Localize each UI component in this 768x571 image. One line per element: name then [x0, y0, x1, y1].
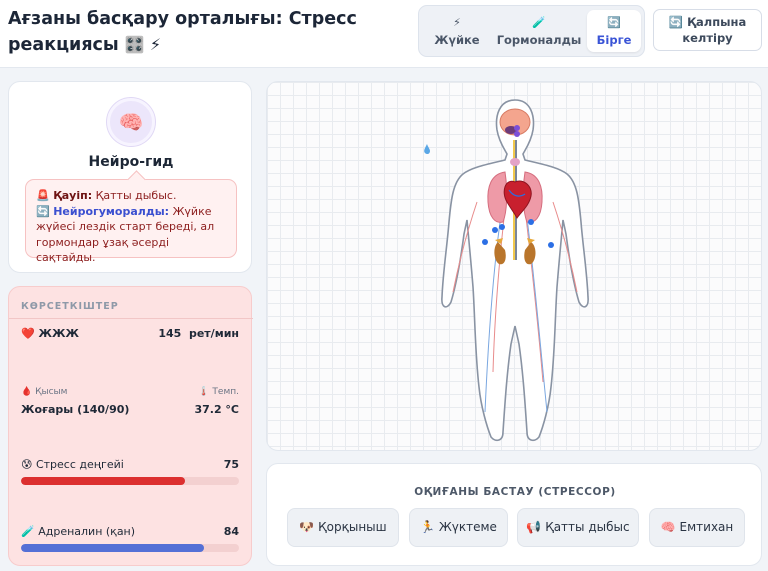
- nerve-signal-dot: [528, 219, 534, 225]
- cycle-icon: 🔄: [36, 204, 50, 218]
- thermometer-icon: 🌡️: [198, 387, 210, 397]
- dog-icon: 🐶: [299, 520, 315, 534]
- exercise-button[interactable]: 🏃 Жүктеме: [409, 508, 508, 547]
- top-bar: Ағзаны басқару орталығы: Стресс реакцияс…: [0, 0, 768, 68]
- neuro-guide-card: 🧠 Нейро-гид 🚨 Қауіп: Қатты дыбыс. 🔄 Нейр…: [8, 81, 252, 273]
- pressure-label: 🩸 Қысым: [21, 387, 68, 397]
- mode-nervous-button[interactable]: ⚡ Жүйке: [423, 10, 491, 52]
- adrenaline-fill: [21, 544, 205, 552]
- test-tube-icon: 🧪: [532, 16, 546, 29]
- brain-icon: 🧠: [660, 520, 676, 534]
- temperature-label: 🌡️ Темп.: [198, 387, 239, 397]
- siren-icon: 🚨: [36, 189, 50, 202]
- reset-label-line1: Қалпына: [687, 15, 747, 29]
- mode-label: Бірге: [596, 33, 632, 47]
- title-line-2: реакциясы: [8, 35, 119, 55]
- stress-level-fill: [21, 477, 185, 485]
- reset-label-line2: келтіру: [682, 31, 733, 45]
- title-line-1: Ағзаны басқару орталығы: Стресс: [8, 9, 357, 29]
- pituitary-organ: [514, 125, 520, 131]
- nerve-signal-dot: [548, 242, 554, 248]
- threat-text: Қатты дыбыс.: [95, 189, 177, 202]
- indicators-card: КӨРСЕТКІШТЕР ❤️ ЖЖЖ 145 рет/мин 🩸 Қысым …: [8, 286, 253, 566]
- nerve-signal-dot: [499, 224, 505, 230]
- right-kidney: [524, 242, 536, 265]
- nerve-signal-dot: [492, 227, 498, 233]
- temperature-value: 37.2 °C: [194, 403, 239, 416]
- divider: [9, 318, 253, 319]
- right-adrenal-gland: [527, 238, 535, 244]
- title-emoji-icon: 🎛️ ⚡: [124, 35, 162, 54]
- fear-button[interactable]: 🐶 Қорқыныш: [287, 508, 399, 547]
- stressor-heading: ОҚИҒАНЫ БАСТАУ (СТРЕССОР): [414, 486, 616, 498]
- cycle-icon: 🔄: [607, 16, 621, 29]
- neurohumoral-label: Нейрогуморалды:: [53, 204, 170, 218]
- stress-level-bar: [21, 477, 239, 485]
- megaphone-icon: 📢: [526, 520, 542, 534]
- exam-button[interactable]: 🧠 Емтихан: [649, 508, 745, 547]
- stress-level-value: 75: [223, 458, 239, 471]
- arm-artery-line: [452, 201, 478, 293]
- adrenaline-value: 84: [223, 525, 239, 538]
- adrenaline-bar: [21, 544, 239, 552]
- stress-level-label: 😰 Стресс деңгейі: [21, 458, 124, 471]
- blood-drop-icon: 🩸: [21, 387, 33, 397]
- guide-message-bubble: 🚨 Қауіп: Қатты дыбыс. 🔄 Нейрогуморалды: …: [25, 179, 237, 264]
- left-adrenal-gland: [495, 238, 503, 244]
- runner-icon: 🏃: [420, 520, 436, 534]
- hormone-signal-dot: [514, 131, 520, 137]
- nerve-signal-dot: [482, 239, 488, 245]
- coronary-vessel: [508, 189, 526, 197]
- test-tube-icon: 🧪: [21, 525, 35, 538]
- indicators-heading: КӨРСЕТКІШТЕР: [21, 301, 119, 312]
- body-diagram: [424, 99, 589, 442]
- body-diagram-panel: [266, 81, 762, 451]
- mode-label: Жүйке: [434, 33, 480, 47]
- adrenaline-label: 🧪 Адреналин (қан): [21, 525, 136, 538]
- heart-icon: ❤️: [21, 327, 35, 340]
- heart-organ: [503, 180, 532, 219]
- guide-name: Нейро-гид: [88, 154, 174, 170]
- reset-button[interactable]: 🔄 Қалпына келтіру: [653, 9, 762, 51]
- mode-combined-button[interactable]: 🔄 Бірге: [587, 10, 641, 52]
- page-title: Ағзаны басқару орталығы: Стресс реакцияс…: [8, 6, 368, 58]
- reset-icon: 🔄: [668, 15, 684, 29]
- threat-label: Қауіп:: [53, 189, 93, 202]
- heart-rate-label: ❤️ ЖЖЖ: [21, 327, 79, 340]
- sweat-drop-icon: [424, 144, 430, 155]
- anxious-face-icon: 😰: [21, 458, 33, 471]
- stressor-panel: ОҚИҒАНЫ БАСТАУ (СТРЕССОР) 🐶 Қорқыныш 🏃 Ж…: [266, 463, 762, 566]
- mode-switcher: ⚡ Жүйке 🧪 Гормоналды 🔄 Бірге: [418, 5, 645, 57]
- neurohumoral-text: Жүйке жүйесі лездік старт береді, ал гор…: [36, 204, 215, 265]
- heart-rate-value: 145 рет/мин: [158, 327, 239, 340]
- body-silhouette: [441, 99, 589, 442]
- mode-hormonal-button[interactable]: 🧪 Гормоналды: [495, 10, 583, 52]
- left-kidney: [494, 242, 506, 265]
- thyroid-organ: [510, 158, 520, 166]
- mode-label: Гормоналды: [496, 33, 582, 47]
- arm-artery-line: [552, 201, 578, 293]
- lightning-icon: ⚡: [453, 16, 461, 29]
- loud-noise-button[interactable]: 📢 Қатты дыбыс: [517, 508, 639, 547]
- brain-avatar-icon: 🧠: [107, 98, 155, 146]
- vein-line: [524, 201, 548, 413]
- pressure-value: Жоғары (140/90): [21, 403, 130, 416]
